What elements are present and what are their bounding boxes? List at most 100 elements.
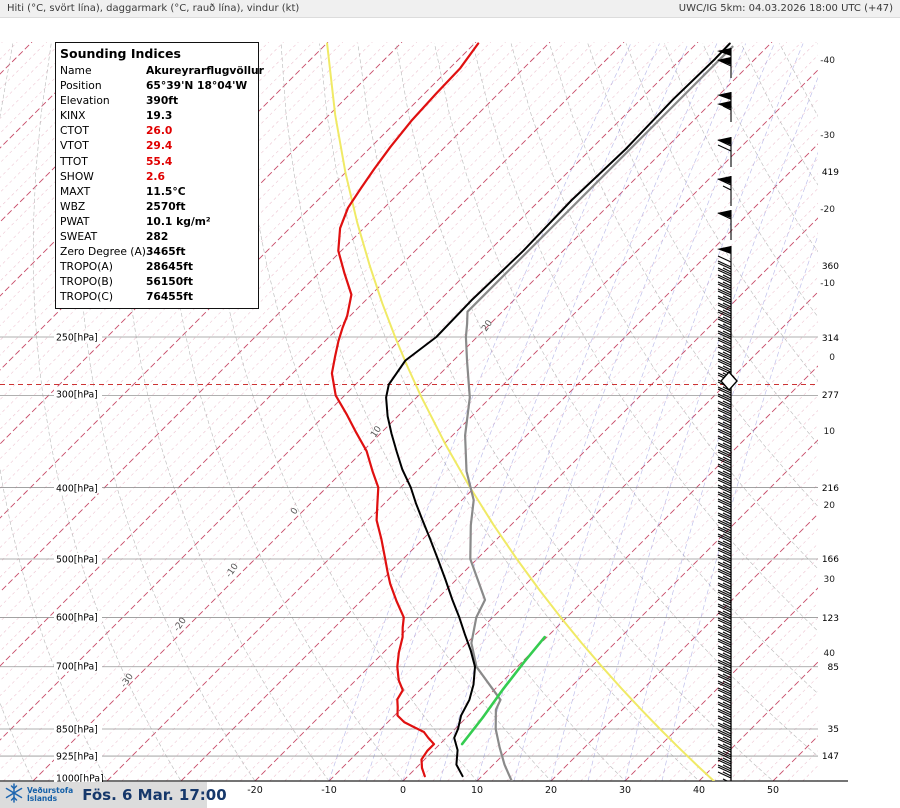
index-label: Elevation	[60, 94, 110, 108]
org-name-line1: Veðurstofa	[27, 786, 74, 795]
index-value: 10.1 kg/m²	[146, 214, 211, 228]
background-grid	[0, 42, 818, 781]
index-row: TROPO(B) 56150ft	[56, 274, 258, 289]
green-moist-segment	[460, 635, 547, 746]
right-temp-label: -10	[820, 279, 835, 289]
index-value: 28645ft	[146, 260, 193, 274]
right-temp-label: -20	[820, 205, 835, 215]
yellow-adiabat-line	[326, 42, 716, 781]
indices-rows: Name Akureyrarflugvöllur Position 65°39'N 1…	[56, 63, 264, 305]
model-run-text: UWC/IG 5km: 04.03.2026 18:00 UTC (+47)	[678, 3, 893, 14]
bottom-temp-label: 40	[693, 785, 705, 796]
sounding-curves	[326, 42, 734, 781]
right-height-label: 216	[822, 484, 839, 494]
pressure-axis-label: 400[hPa]	[56, 484, 98, 495]
index-value: 3465ft	[146, 245, 186, 259]
gray-reference-curve	[464, 45, 734, 781]
axis-labels: 250[hPa] 300[hPa] 400[hPa] 500[hPa] 600[hPa]…	[54, 56, 839, 796]
index-row: KINX 19.3	[56, 108, 258, 123]
sounding-indices-panel: Sounding Indices Name Akureyrarflugvöllur…	[55, 42, 264, 309]
index-value: 65°39'N 18°04'W	[146, 79, 248, 93]
index-row: WBZ 2570ft	[56, 199, 258, 214]
bottom-temp-label: -10	[321, 785, 337, 796]
right-height-label: 147	[822, 752, 839, 762]
tropopause-marker-icon	[720, 370, 738, 392]
index-value: Akureyrarflugvöllur	[146, 64, 264, 77]
wind-barb-column	[717, 48, 732, 781]
legend-text: Hiti (°C, svört lína), daggarmark (°C, r…	[7, 3, 300, 14]
right-height-label: 419	[822, 168, 839, 178]
right-height-label: 166	[822, 555, 839, 565]
pressure-axis-label: 300[hPa]	[56, 390, 98, 401]
index-label: Name	[60, 64, 92, 77]
index-label: Position	[60, 79, 102, 93]
pressure-axis-label: 250[hPa]	[56, 333, 98, 344]
valid-datetime: Fös. 6 Mar. 17:00	[82, 786, 227, 804]
index-label: TROPO(C)	[60, 290, 114, 304]
org-name: Veðurstofa Íslands	[27, 787, 73, 803]
pressure-axis-label: 500[hPa]	[56, 555, 98, 566]
adiabat-inline-label: -30	[119, 672, 136, 690]
right-temp-label: -40	[820, 56, 835, 66]
bottom-temp-label: 20	[545, 785, 557, 796]
footer-bar: Veðurstofa Íslands Fös. 6 Mar. 17:00	[0, 782, 227, 808]
bottom-temp-label: 50	[767, 785, 779, 796]
index-row: SHOW 2.6	[56, 169, 258, 184]
index-row: MAXT 11.5°C	[56, 184, 258, 199]
index-label: WBZ	[60, 199, 86, 213]
right-temp-label: 30	[824, 575, 836, 585]
bottom-temp-label: 10	[471, 785, 483, 796]
right-height-label: 277	[822, 391, 839, 401]
vedurstofa-logo-icon	[4, 783, 24, 807]
right-height-label: 360	[822, 262, 839, 272]
pressure-axis-label: 600[hPa]	[56, 613, 98, 624]
index-row: PWAT 10.1 kg/m²	[56, 214, 258, 229]
pressure-axis-label: 850[hPa]	[56, 725, 98, 736]
dewpoint-curve	[330, 42, 480, 778]
right-temp-label: 40	[824, 649, 836, 659]
bottom-temp-label: -20	[247, 785, 263, 796]
right-temp-label: 10	[824, 427, 836, 437]
index-value: 76455ft	[146, 290, 193, 304]
panel-title: Sounding Indices	[60, 46, 181, 61]
index-value: 11.5°C	[146, 184, 186, 198]
adiabat-inline-label: -20	[172, 616, 189, 634]
index-value: 282	[146, 230, 169, 244]
index-label: MAXT	[60, 184, 91, 198]
index-label: VTOT	[60, 139, 89, 153]
index-label: PWAT	[60, 214, 90, 228]
index-row: VTOT 29.4	[56, 138, 258, 153]
bottom-temp-label: 30	[619, 785, 631, 796]
index-label: KINX	[60, 109, 86, 123]
adiabat-inline-label: -10	[224, 562, 241, 580]
index-label: SHOW	[60, 169, 94, 183]
index-row: Zero Degree (A) 3465ft	[56, 244, 258, 259]
right-height-label: 85	[828, 663, 839, 673]
index-label: TROPO(B)	[60, 275, 113, 289]
index-row: TROPO(A) 28645ft	[56, 259, 258, 274]
pressure-axis-label: 925[hPa]	[56, 752, 98, 763]
index-row: CTOT 26.0	[56, 123, 258, 138]
index-label: Zero Degree (A)	[60, 245, 146, 259]
index-value: 2570ft	[146, 199, 186, 213]
top-status-bar: Hiti (°C, svört lína), daggarmark (°C, r…	[0, 0, 900, 18]
index-row: Elevation 390ft	[56, 93, 258, 108]
index-row: TTOT 55.4	[56, 154, 258, 169]
right-height-label: 35	[828, 725, 839, 735]
adiabat-inline-label: 0	[289, 506, 301, 517]
index-value: 19.3	[146, 109, 173, 123]
pressure-axis-label: 1000[hPa]	[56, 774, 104, 785]
index-row: Position 65°39'N 18°04'W	[56, 78, 258, 93]
right-temp-label: -30	[820, 131, 835, 141]
index-label: SWEAT	[60, 230, 98, 244]
right-temp-label: 20	[824, 501, 836, 511]
index-label: TROPO(A)	[60, 260, 113, 274]
right-height-label: 123	[822, 614, 839, 624]
bottom-temp-label: 0	[400, 785, 406, 796]
org-name-line2: Íslands	[27, 794, 58, 803]
index-label: TTOT	[60, 154, 88, 168]
index-value: 29.4	[146, 139, 173, 153]
index-value: 56150ft	[146, 275, 193, 289]
index-label: CTOT	[60, 124, 89, 138]
